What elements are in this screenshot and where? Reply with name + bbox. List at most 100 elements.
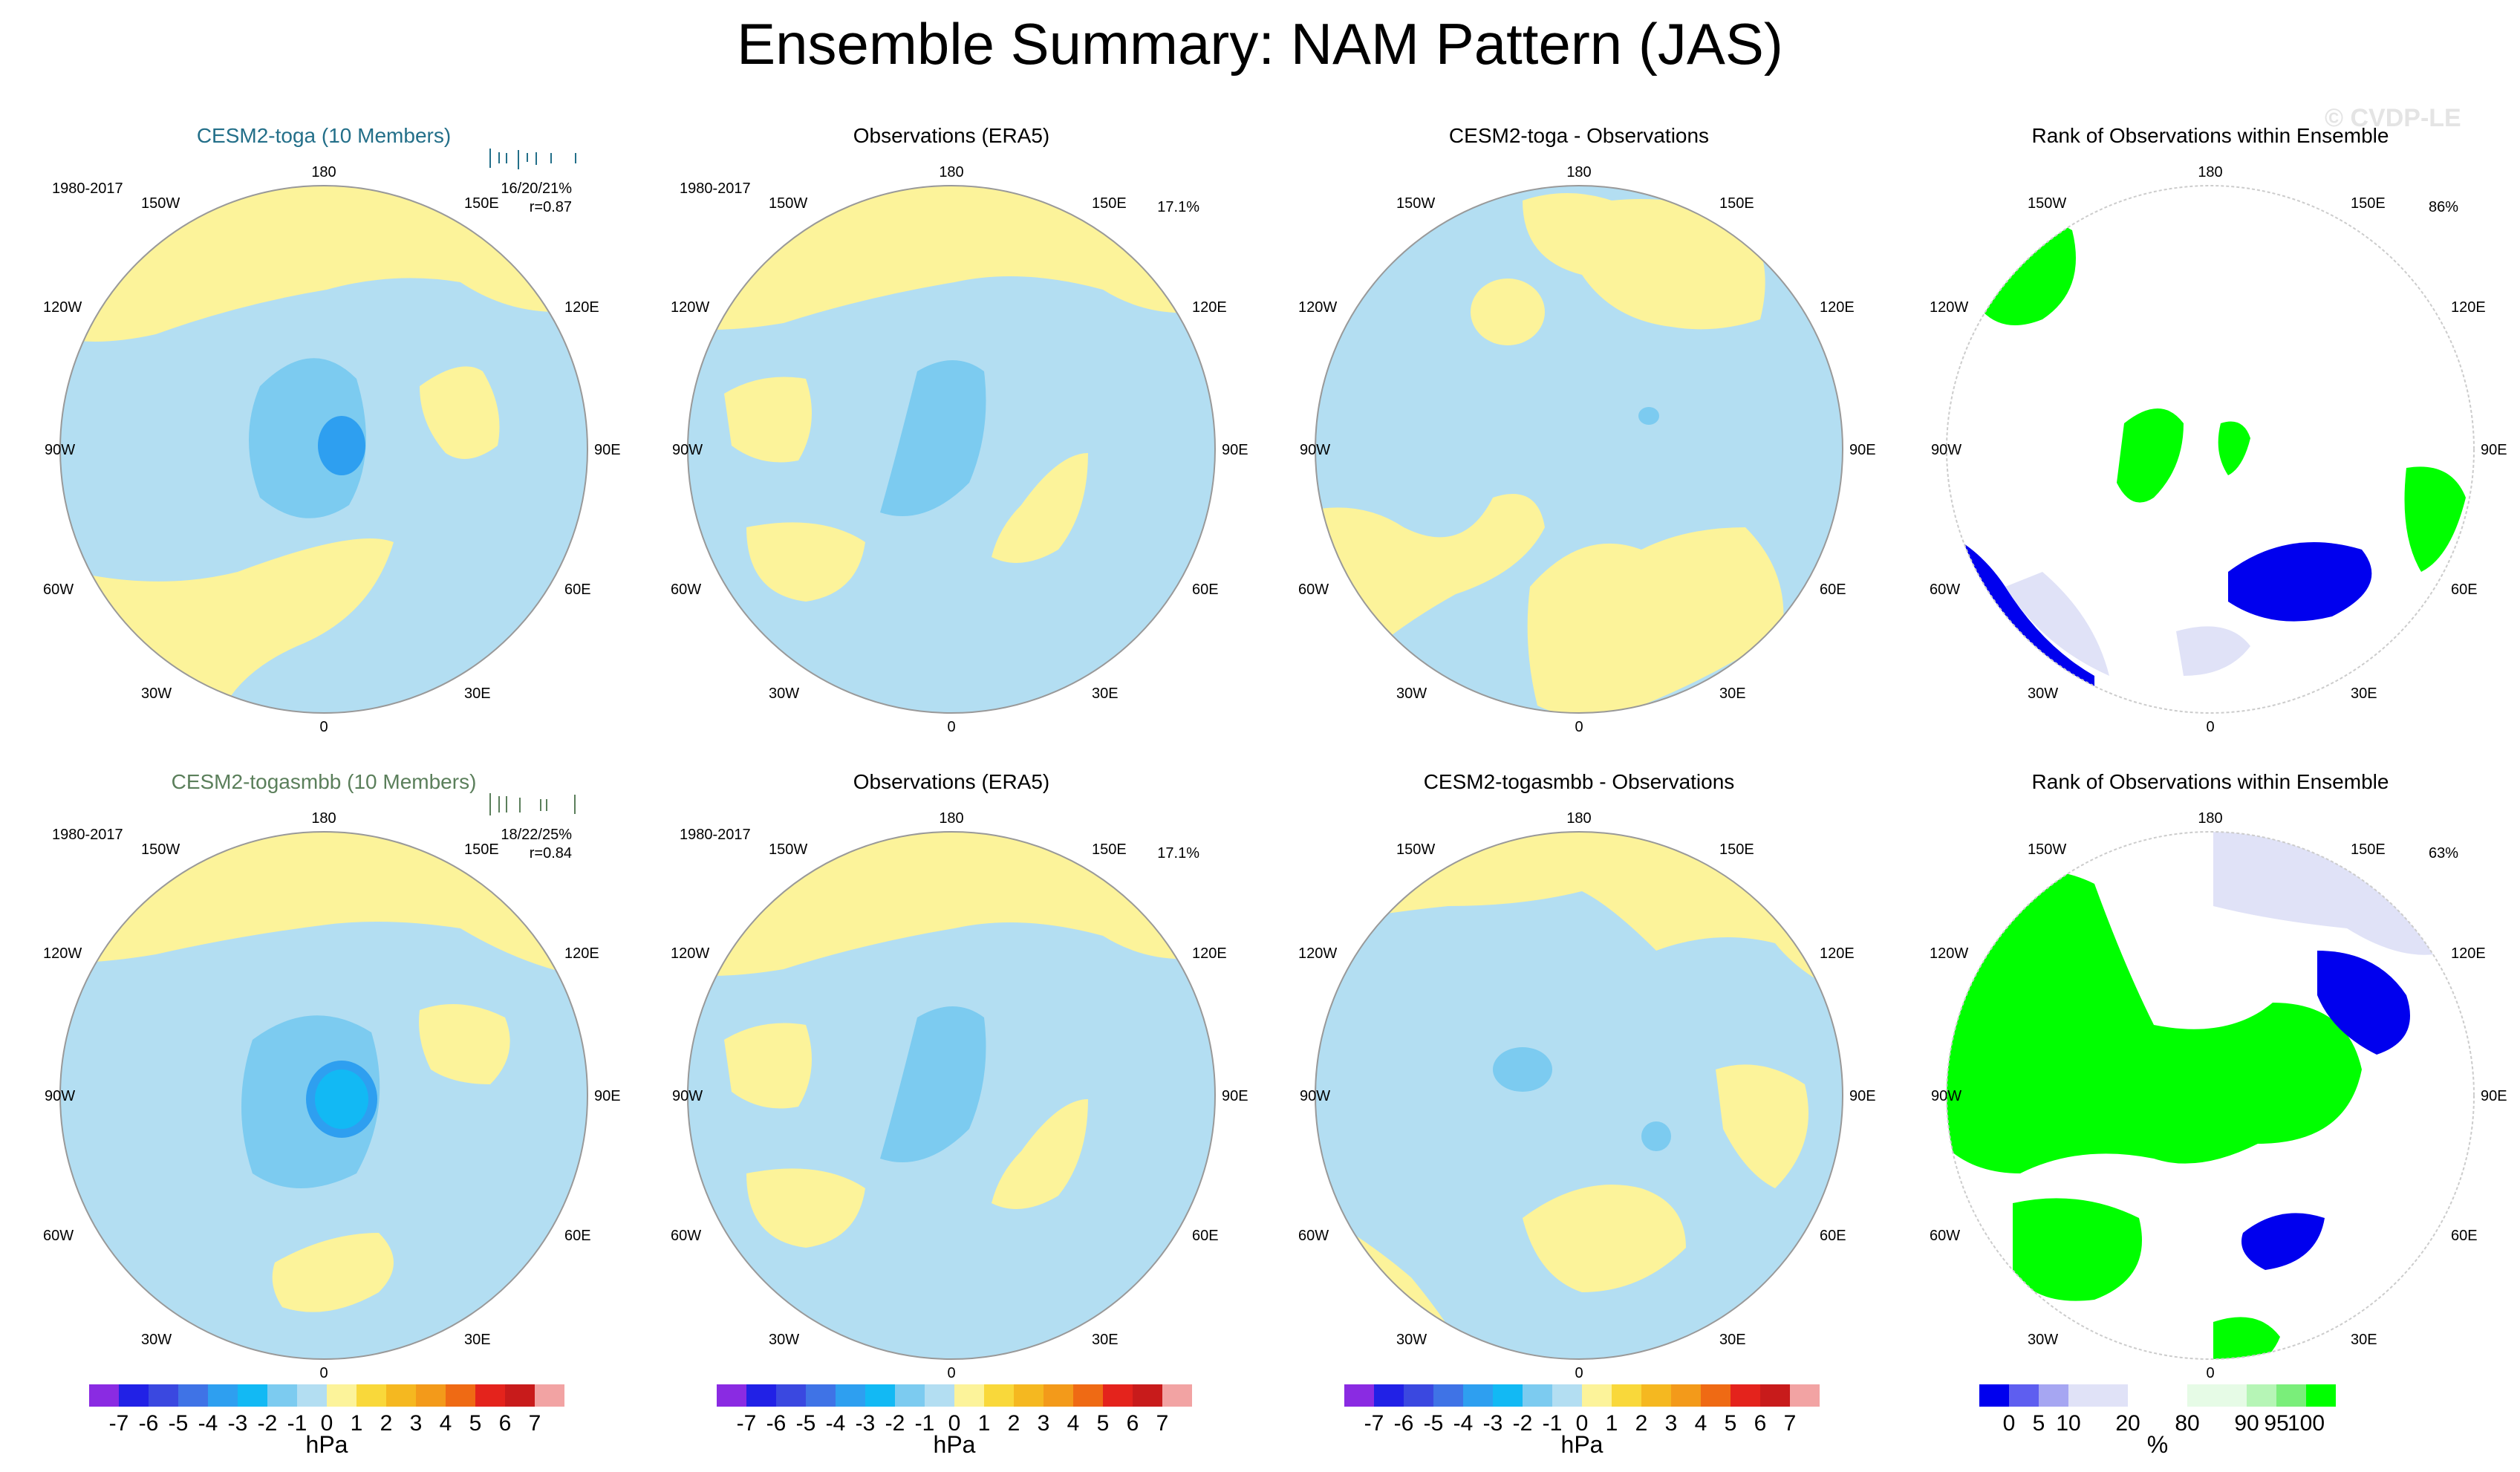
colorbar-swatch (1014, 1384, 1044, 1407)
page-title: Ensemble Summary: NAM Pattern (JAS) (737, 11, 1783, 76)
colorbar-swatch (1523, 1384, 1552, 1407)
colorbar-tick-label: -2 (885, 1411, 905, 1436)
pct-label: 86% (2429, 199, 2458, 215)
colorbar-units: hPa (934, 1431, 976, 1458)
pct-label: 63% (2429, 845, 2458, 862)
colorbar-tick-label: -2 (258, 1411, 278, 1436)
svg-text:90W: 90W (1300, 442, 1330, 458)
colorbar-tick-label: -5 (169, 1411, 189, 1436)
years-label: 1980-2017 (680, 180, 751, 197)
svg-text:30E: 30E (1092, 685, 1119, 702)
svg-text:30W: 30W (141, 685, 172, 702)
colorbar-tick-label: -6 (139, 1411, 159, 1436)
colorbar-swatch (954, 1384, 984, 1407)
svg-text:90W: 90W (45, 1088, 75, 1104)
colorbar-tick-label: -4 (826, 1411, 846, 1436)
svg-text:180: 180 (1566, 164, 1591, 180)
colorbar-tick-label: 4 (1067, 1411, 1080, 1436)
colorbar-tick-label: 5 (2033, 1411, 2045, 1436)
svg-text:30E: 30E (464, 1332, 491, 1348)
svg-text:30E: 30E (2351, 1332, 2377, 1348)
colorbar-tick-label: 6 (499, 1411, 512, 1436)
colorbar-swatch (865, 1384, 895, 1407)
colorbar-tick-label: 4 (1695, 1411, 1707, 1436)
lon-labels: 180 0 90W 90E 150W 120W 60W 30W 150E 120… (43, 164, 621, 735)
colorbar-tick-label: 3 (1665, 1411, 1678, 1436)
colorbar-tick-label: -4 (198, 1411, 218, 1436)
colorbar-swatch (1979, 1384, 2009, 1407)
colorbar-tick-label: 20 (2115, 1411, 2140, 1436)
colorbar-swatch (297, 1384, 327, 1407)
colorbar-swatch (1344, 1384, 1374, 1407)
colorbar-swatch (1374, 1384, 1404, 1407)
svg-text:150E: 150E (2351, 195, 2386, 212)
svg-text:0: 0 (1575, 1365, 1583, 1381)
svg-text:150W: 150W (769, 841, 807, 858)
colorbar-swatch (1103, 1384, 1133, 1407)
svg-text:150E: 150E (2351, 841, 2386, 858)
svg-text:120W: 120W (671, 299, 709, 316)
colorbar-swatch (746, 1384, 776, 1407)
svg-text:90E: 90E (1849, 1088, 1876, 1104)
svg-text:60E: 60E (1192, 1228, 1219, 1244)
panel-model-row2: CESM2-togasmbb (10 Members) 1980-2017 18… (43, 770, 621, 1381)
colorbar-tick-label: 3 (1038, 1411, 1050, 1436)
svg-text:120W: 120W (1298, 945, 1337, 962)
map-field (688, 186, 1215, 713)
colorbar-tick-label: -3 (856, 1411, 876, 1436)
svg-text:150E: 150E (464, 841, 499, 858)
svg-text:30E: 30E (2351, 685, 2377, 702)
colorbar-hpa-2: -7 -6 -5 -4 -3 -2 -1 0 1 2 3 4 5 6 7 hPa (717, 1384, 1192, 1458)
svg-text:90E: 90E (2481, 1088, 2507, 1104)
lon-labels: 180 0 90W 90E 150W 120W 60W 30W 150E 120… (1930, 810, 2507, 1381)
colorbar-swatch (1044, 1384, 1073, 1407)
colorbar-tick-label: 90 (2234, 1411, 2259, 1436)
svg-text:150W: 150W (141, 195, 180, 212)
corr-label: r=0.87 (530, 199, 572, 215)
panel-rank-row1: Rank of Observations within Ensemble 86%… (1930, 124, 2507, 735)
svg-text:150E: 150E (1719, 195, 1754, 212)
colorbar-hpa-1: -7 -6 -5 -4 -3 -2 -1 0 1 2 3 4 5 6 7 hPa (89, 1384, 564, 1458)
years-label: 1980-2017 (52, 180, 123, 197)
svg-text:60W: 60W (1930, 1228, 1960, 1244)
svg-text:90W: 90W (672, 442, 703, 458)
svg-text:60W: 60W (1930, 582, 1960, 598)
svg-text:0: 0 (319, 719, 328, 735)
svg-text:150E: 150E (1719, 841, 1754, 858)
svg-text:180: 180 (2198, 164, 2222, 180)
svg-text:120E: 120E (564, 945, 599, 962)
colorbar-swatch (446, 1384, 475, 1407)
svg-text:120W: 120W (43, 945, 82, 962)
svg-text:150W: 150W (1396, 841, 1435, 858)
svg-text:30W: 30W (141, 1332, 172, 1348)
panel-title: CESM2-togasmbb (10 Members) (172, 770, 477, 793)
svg-text:90W: 90W (1931, 1088, 1961, 1104)
svg-text:0: 0 (1575, 719, 1583, 735)
stats-label: 16/20/21% (501, 180, 572, 197)
svg-text:120W: 120W (1930, 299, 1968, 316)
colorbar-tick-label: 4 (440, 1411, 452, 1436)
map-field (1947, 186, 2474, 713)
svg-text:120E: 120E (1192, 945, 1227, 962)
svg-text:30W: 30W (2028, 1332, 2058, 1348)
svg-text:30E: 30E (1719, 685, 1746, 702)
svg-text:150W: 150W (141, 841, 180, 858)
colorbar-tick-label: 6 (1754, 1411, 1767, 1436)
map-field (60, 186, 587, 713)
colorbar-swatch (2276, 1384, 2306, 1407)
colorbar-tick-label: -5 (796, 1411, 816, 1436)
colorbar-tick-label: 80 (2175, 1411, 2199, 1436)
colorbar-swatch (1731, 1384, 1760, 1407)
svg-text:90E: 90E (1222, 442, 1248, 458)
colorbar-swatch (416, 1384, 446, 1407)
pct-label: 17.1% (1157, 199, 1199, 215)
svg-text:120W: 120W (43, 299, 82, 316)
colorbar-swatch (895, 1384, 925, 1407)
svg-text:60E: 60E (1820, 1228, 1846, 1244)
colorbar-swatch (356, 1384, 386, 1407)
svg-text:60E: 60E (1820, 582, 1846, 598)
colorbar-swatch (1162, 1384, 1192, 1407)
panel-title: Rank of Observations within Ensemble (2032, 770, 2389, 793)
svg-text:90W: 90W (1931, 442, 1961, 458)
colorbar-tick-label: -2 (1513, 1411, 1533, 1436)
